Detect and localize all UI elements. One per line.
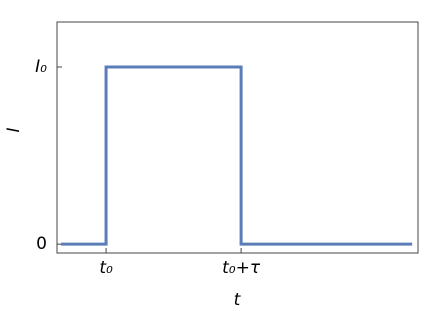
data-line: [61, 65, 413, 246]
x-axis-label: t: [234, 290, 242, 310]
x-tick-label: t₀+τ: [222, 258, 261, 278]
y-tick-label: I₀: [35, 57, 47, 77]
x-tick-label: t₀: [99, 258, 113, 278]
y-tick-label: 0: [36, 234, 47, 254]
y-axis-label: I: [4, 127, 24, 132]
plot-frame: [56, 21, 419, 254]
